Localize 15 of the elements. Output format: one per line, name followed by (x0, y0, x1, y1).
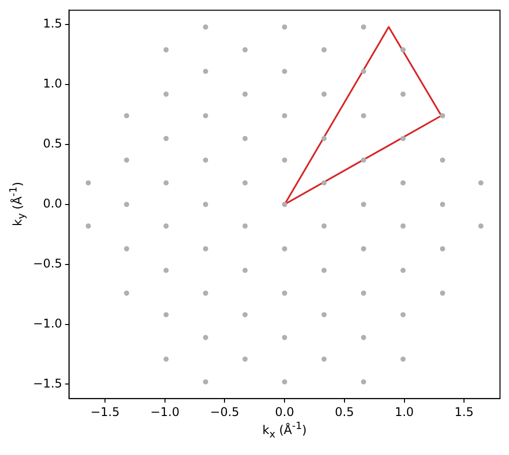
y-tick-label: 0.5 (43, 136, 62, 151)
y-tick-label: 0.0 (43, 196, 62, 211)
x-tick-label: −0.5 (210, 404, 240, 419)
x-tick-label: −1.0 (150, 404, 180, 419)
x-tick-label: 0.0 (275, 404, 294, 419)
x-tick-label: 1.5 (454, 404, 474, 419)
x-tick-label: −1.5 (90, 404, 120, 419)
y-tick-label: −1.0 (33, 316, 62, 330)
y-tick-label: 1.5 (43, 16, 62, 31)
y-tick-label: 1.0 (43, 76, 62, 91)
x-tick-label: 1.0 (394, 404, 414, 419)
x-tick-label: 0.5 (334, 404, 354, 419)
y-tick-label: −0.5 (33, 256, 62, 270)
y-tick-label: −1.5 (33, 376, 62, 390)
x-axis-title: k$_{x}$ (Å$^{-1}$) (262, 420, 307, 440)
